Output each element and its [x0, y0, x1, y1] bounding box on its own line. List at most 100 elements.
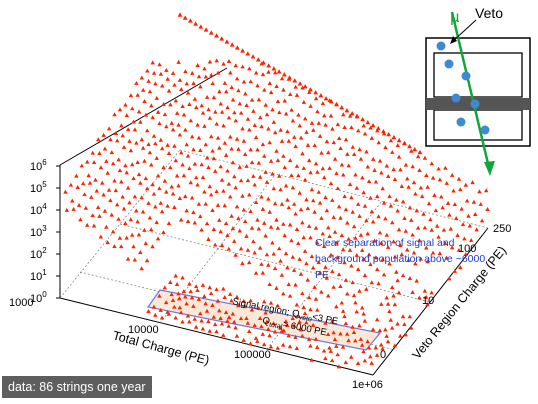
data-point — [415, 154, 421, 159]
data-point — [192, 316, 197, 321]
data-point — [305, 142, 311, 147]
data-point — [165, 76, 170, 81]
separation-annotation: Clear separation of signal and backgroun… — [315, 237, 488, 281]
data-point — [200, 175, 206, 180]
data-point — [248, 209, 253, 214]
data-point — [158, 200, 163, 205]
data-point — [145, 128, 150, 133]
data-point — [221, 332, 226, 337]
data-point — [173, 158, 178, 163]
data-point — [233, 185, 238, 190]
data-point — [183, 127, 188, 132]
data-point — [349, 263, 354, 268]
data-point — [256, 160, 262, 165]
data-point — [109, 150, 114, 155]
data-point — [208, 291, 214, 296]
data-point — [417, 238, 422, 243]
data-point — [166, 88, 172, 93]
data-point — [209, 72, 214, 77]
data-point — [91, 160, 97, 165]
data-point — [274, 84, 279, 89]
data-point — [106, 126, 112, 131]
data-point — [120, 194, 125, 199]
data-point — [343, 137, 349, 142]
data-point — [451, 188, 456, 193]
data-point — [452, 268, 458, 273]
data-point — [190, 70, 195, 75]
data-point — [140, 209, 146, 214]
data-point — [386, 131, 392, 137]
data-point — [266, 196, 271, 201]
data-point — [349, 111, 355, 116]
data-point — [331, 214, 336, 219]
data-point — [117, 168, 123, 173]
data-point — [185, 153, 191, 158]
data-point — [369, 360, 374, 365]
data-point — [390, 149, 395, 154]
data-point — [244, 103, 249, 108]
data-point — [292, 201, 297, 206]
data-point — [238, 110, 244, 115]
data-point — [383, 327, 388, 332]
data-point — [342, 260, 347, 265]
data-point — [283, 111, 289, 116]
x-axis-line — [59, 297, 374, 376]
data-point — [264, 252, 270, 257]
data-point — [342, 194, 347, 199]
data-point — [328, 181, 334, 186]
data-point — [191, 303, 196, 308]
data-point — [381, 200, 387, 205]
data-point — [128, 217, 133, 222]
data-point — [147, 150, 153, 155]
data-point — [97, 213, 102, 218]
data-point — [351, 152, 357, 157]
x-tick-label: 10000 — [128, 324, 159, 336]
data-point — [140, 87, 146, 92]
data-point — [115, 138, 120, 143]
data-point — [271, 66, 277, 71]
data-point — [300, 220, 305, 225]
data-point — [159, 209, 165, 214]
data-point — [136, 109, 142, 114]
data-point — [392, 254, 398, 259]
data-point — [102, 208, 108, 213]
data-point — [343, 207, 349, 212]
data-point — [253, 200, 259, 205]
data-point — [279, 138, 285, 143]
data-point — [452, 202, 458, 207]
data-point — [236, 88, 241, 93]
data-point — [213, 109, 218, 114]
data-point — [124, 170, 129, 175]
data-point — [287, 293, 293, 298]
data-point — [336, 136, 342, 141]
data-point — [308, 87, 313, 92]
data-point — [249, 307, 255, 312]
data-point — [401, 140, 407, 146]
data-point — [237, 228, 242, 233]
data-point — [226, 115, 232, 120]
data-point — [335, 122, 341, 127]
data-point — [331, 140, 336, 145]
data-point — [437, 177, 443, 182]
data-point — [344, 108, 350, 113]
data-point — [146, 142, 151, 147]
data-point — [151, 304, 157, 309]
data-point — [166, 311, 172, 316]
data-point — [119, 179, 124, 184]
data-point — [147, 215, 153, 220]
data-point — [307, 158, 312, 163]
data-point — [443, 241, 448, 246]
data-point — [158, 137, 164, 142]
data-point — [251, 173, 256, 178]
data-point — [139, 266, 144, 271]
data-point — [192, 96, 198, 101]
data-point — [297, 319, 302, 324]
data-point — [308, 343, 313, 348]
data-point — [440, 205, 445, 210]
data-point — [229, 85, 234, 90]
data-point — [71, 206, 76, 211]
data-point — [328, 113, 334, 118]
data-point — [425, 302, 430, 307]
data-point — [398, 167, 403, 172]
data-point — [339, 233, 345, 238]
